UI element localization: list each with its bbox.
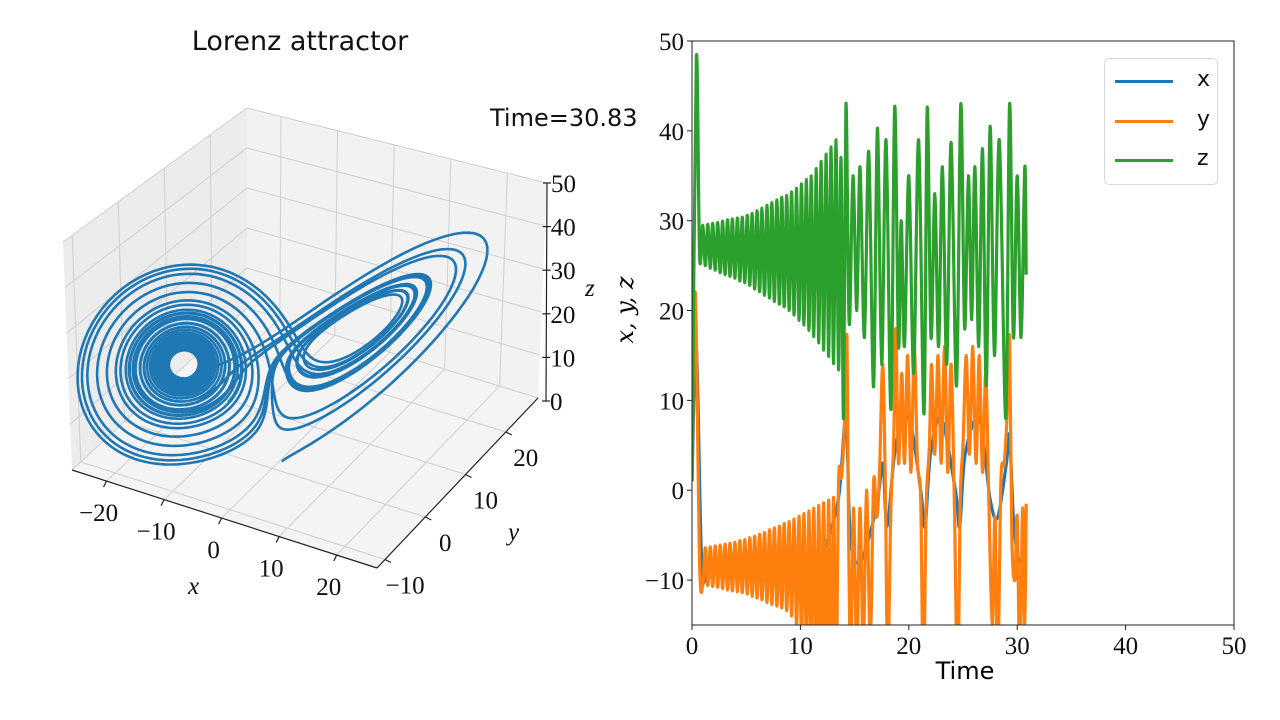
grid-line-z bbox=[71, 307, 539, 471]
legend-label-z: z bbox=[1197, 146, 1209, 171]
x-tick-label: 30 bbox=[1005, 633, 1030, 660]
legend: x y z bbox=[1104, 58, 1218, 185]
x-tick-label: 20 bbox=[896, 633, 921, 660]
y-axis-label: x, y, z bbox=[611, 276, 639, 344]
y-tick-label: 50 bbox=[659, 29, 684, 56]
x-tick-label: 40 bbox=[1113, 633, 1138, 660]
x-tick-label: 0 bbox=[207, 537, 220, 564]
x-tick-label: 20 bbox=[316, 574, 341, 601]
x-axis-label: Time bbox=[935, 657, 995, 685]
z-tick-label: 10 bbox=[550, 345, 575, 372]
y-tick-label: 20 bbox=[513, 445, 538, 472]
floor-pane bbox=[72, 308, 538, 568]
x-axis-label-3d: x bbox=[187, 573, 199, 600]
y-tick-label: −10 bbox=[645, 568, 684, 595]
z-tick-label: 40 bbox=[551, 215, 576, 242]
z-axis-line bbox=[545, 182, 548, 402]
x-tick-label: −10 bbox=[137, 519, 176, 546]
x-axis-line bbox=[71, 469, 378, 569]
lorenz-3d-axes: −20 −10 0 10 20 −10 0 10 20 0 10 20 30 40 50 x y z bbox=[62, 107, 595, 601]
attractor-trajectory bbox=[76, 231, 489, 466]
y-axis-label-3d: y bbox=[505, 519, 520, 546]
y-tick-label: 0 bbox=[439, 530, 452, 557]
legend-item-z: z bbox=[1115, 146, 1215, 176]
x-tick bbox=[333, 554, 338, 562]
y-tick bbox=[465, 473, 472, 479]
x-tick bbox=[275, 536, 280, 543]
y-tick bbox=[425, 516, 432, 521]
grid-line-z bbox=[64, 147, 546, 288]
x-tick-label: 50 bbox=[1222, 633, 1247, 660]
x-tick bbox=[160, 499, 165, 506]
legend-item-x: x bbox=[1115, 67, 1215, 97]
series-line-z bbox=[692, 53, 1028, 482]
z-tick-label: 20 bbox=[550, 302, 575, 329]
plot-frame bbox=[691, 40, 1235, 626]
time-annotation: Time=30.83 bbox=[490, 104, 638, 132]
grid-line-z bbox=[62, 107, 548, 243]
legend-swatch-y bbox=[1115, 120, 1173, 123]
z-tick-label: 0 bbox=[550, 389, 563, 416]
y-tick-label: 10 bbox=[473, 488, 498, 515]
z-tick-label: 30 bbox=[551, 258, 576, 285]
y-tick-label: 0 bbox=[672, 478, 685, 505]
y-tick-label: 20 bbox=[659, 299, 684, 326]
y-tick-label: 30 bbox=[659, 209, 684, 236]
legend-swatch-z bbox=[1115, 159, 1173, 162]
y-tick-label: 10 bbox=[659, 388, 684, 415]
x-tick-label: 0 bbox=[686, 633, 699, 660]
legend-swatch-x bbox=[1115, 80, 1173, 83]
legend-label-y: y bbox=[1197, 107, 1211, 132]
legend-label-x: x bbox=[1197, 67, 1211, 92]
x-tick-label: −20 bbox=[79, 500, 118, 527]
y-tick bbox=[384, 558, 392, 564]
grid-line-z bbox=[68, 227, 542, 380]
y-tick-label: 40 bbox=[659, 119, 684, 146]
x-tick bbox=[218, 517, 223, 525]
series-line-y bbox=[692, 290, 1028, 625]
x-tick-label: 10 bbox=[788, 633, 813, 660]
chart-title-3d: Lorenz attractor bbox=[191, 26, 409, 57]
time-series-axes: 0 10 20 30 40 50 −10 0 10 20 30 40 50 bbox=[645, 29, 1247, 660]
plot-area bbox=[692, 53, 1028, 625]
z-tick-label: 50 bbox=[551, 171, 576, 198]
y-tick-label: −10 bbox=[385, 573, 424, 600]
legend-item-y: y bbox=[1115, 107, 1215, 137]
x-tick-label: 10 bbox=[259, 556, 284, 583]
z-axis-label-3d: z bbox=[584, 275, 595, 302]
y-axis-line bbox=[376, 397, 539, 569]
x-tick bbox=[102, 480, 108, 488]
y-tick bbox=[505, 431, 513, 436]
